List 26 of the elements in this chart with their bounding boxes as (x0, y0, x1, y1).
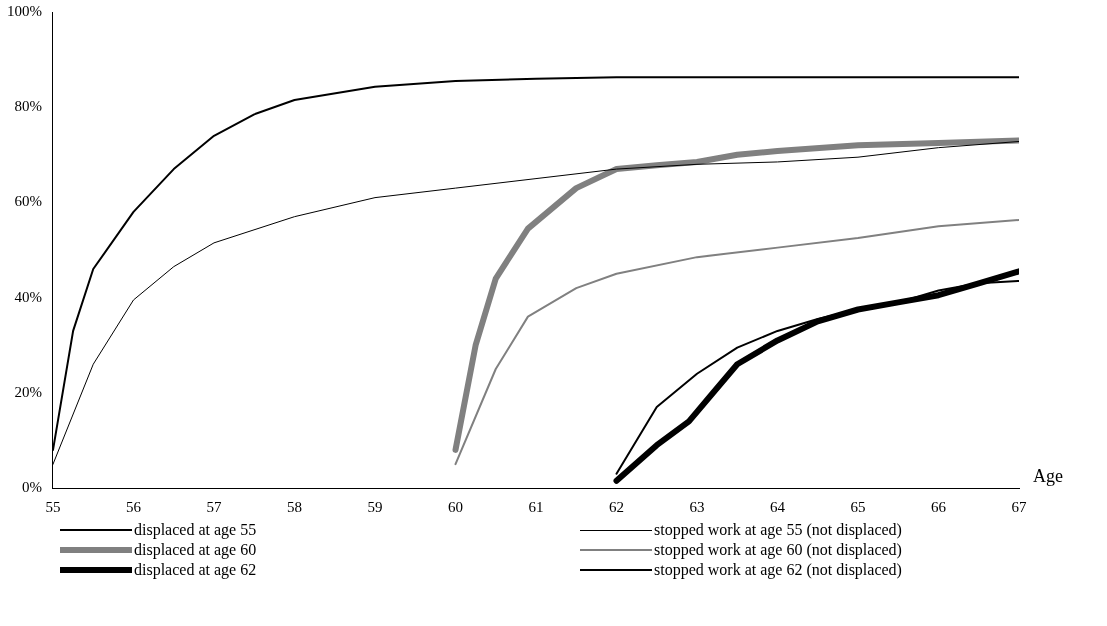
x-tick-label: 66 (931, 498, 947, 515)
y-tick-label: 60% (14, 193, 42, 210)
legend-label: stopped work at age 60 (not displaced) (654, 541, 902, 559)
x-tick-label: 62 (609, 498, 624, 515)
y-tick-label: 20% (14, 383, 42, 400)
x-tick-label: 59 (367, 498, 383, 515)
x-tick-label: 60 (448, 498, 463, 515)
y-tick-label: 100% (7, 2, 42, 19)
x-axis-title: Age (1033, 465, 1063, 486)
x-tick-label: 58 (287, 498, 302, 515)
x-tick-label: 64 (770, 498, 786, 515)
y-tick-label: 0% (22, 478, 42, 495)
x-tick-label: 61 (528, 498, 544, 515)
legend-label: displaced at age 60 (134, 541, 257, 559)
x-tick-label: 56 (126, 498, 142, 515)
x-tick-label: 57 (206, 498, 222, 515)
x-tick-label: 67 (1011, 498, 1027, 515)
y-tick-label: 40% (14, 288, 42, 305)
legend-label: stopped work at age 55 (not displaced) (654, 521, 902, 539)
y-tick-label: 80% (14, 98, 42, 115)
x-tick-label: 65 (850, 498, 866, 515)
legend-label: displaced at age 62 (134, 561, 257, 579)
x-tick-label: 63 (689, 498, 705, 515)
legend-label: displaced at age 55 (134, 521, 257, 539)
legend-label: stopped work at age 62 (not displaced) (654, 561, 902, 579)
x-tick-label: 55 (45, 498, 61, 515)
